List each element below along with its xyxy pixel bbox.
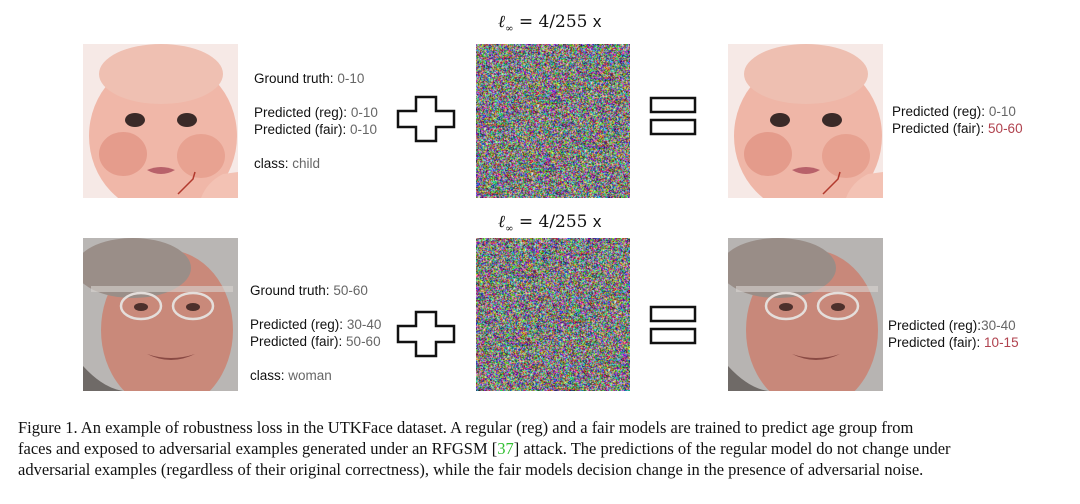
child-face-adversarial-image bbox=[728, 44, 883, 198]
equals-icon bbox=[649, 305, 697, 347]
row2-output-labels: Predicted (reg):30-40 Predicted (fair): … bbox=[888, 318, 1019, 350]
child-face-original-image bbox=[83, 44, 238, 198]
row1-input-labels: Ground truth: 0-10 Predicted (reg): 0-10… bbox=[254, 71, 378, 171]
caption-line-2-pre: faces and exposed to adversarial example… bbox=[18, 439, 498, 458]
citation-link[interactable]: 37 bbox=[497, 439, 514, 458]
epsilon-bound-label: ℓ∞ = 4/255 x bbox=[498, 212, 602, 235]
out-pred-fair-key: Predicted (fair) bbox=[892, 121, 981, 136]
pred-fair-key: Predicted (fair) bbox=[250, 334, 339, 349]
out-pred-reg-value: 30-40 bbox=[981, 318, 1016, 333]
pred-reg-key: Predicted (reg) bbox=[254, 105, 344, 120]
pred-reg-key: Predicted (reg) bbox=[250, 317, 340, 332]
equals-icon bbox=[649, 96, 697, 138]
adversarial-noise-image bbox=[476, 238, 630, 391]
caption-line-3: adversarial examples (regardless of thei… bbox=[18, 460, 924, 479]
woman-face-original-image bbox=[83, 238, 238, 391]
epsilon-bound-label: ℓ∞ = 4/255 x bbox=[498, 12, 602, 35]
epsilon-suffix: x bbox=[592, 212, 602, 231]
ground-truth-key: Ground truth bbox=[250, 283, 326, 298]
out-pred-fair-key: Predicted (fair) bbox=[888, 335, 977, 350]
epsilon-value: 4/255 bbox=[538, 212, 588, 232]
ground-truth-key: Ground truth bbox=[254, 71, 330, 86]
out-pred-reg-key: Predicted (reg) bbox=[888, 318, 978, 333]
pred-fair-value: 50-60 bbox=[346, 334, 381, 349]
epsilon-suffix: x bbox=[592, 12, 602, 31]
plus-icon bbox=[396, 95, 456, 143]
pred-fair-value: 0-10 bbox=[350, 122, 378, 137]
class-value: child bbox=[292, 156, 321, 171]
class-key: class bbox=[250, 368, 281, 383]
epsilon-value: 4/255 bbox=[538, 12, 588, 32]
caption-line-1: Figure 1. An example of robustness loss … bbox=[18, 418, 914, 437]
pred-fair-key: Predicted (fair) bbox=[254, 122, 343, 137]
ground-truth-value: 0-10 bbox=[337, 71, 365, 86]
woman-face-adversarial-image bbox=[728, 238, 883, 391]
caption-line-2-post: ] attack. The predictions of the regular… bbox=[513, 439, 951, 458]
pred-reg-value: 0-10 bbox=[350, 105, 378, 120]
figure-caption: Figure 1. An example of robustness loss … bbox=[18, 417, 1068, 480]
plus-icon bbox=[396, 310, 456, 358]
out-pred-reg-key: Predicted (reg) bbox=[892, 104, 982, 119]
row1-output-labels: Predicted (reg): 0-10 Predicted (fair): … bbox=[892, 104, 1023, 136]
adversarial-noise-image bbox=[476, 44, 630, 198]
out-pred-reg-value: 0-10 bbox=[988, 104, 1016, 119]
class-value: woman bbox=[288, 368, 332, 383]
ground-truth-value: 50-60 bbox=[333, 283, 368, 298]
out-pred-fair-value: 50-60 bbox=[988, 121, 1023, 136]
row2-input-labels: Ground truth: 50-60 Predicted (reg): 30-… bbox=[250, 283, 382, 383]
out-pred-fair-value: 10-15 bbox=[984, 335, 1019, 350]
pred-reg-value: 30-40 bbox=[346, 317, 382, 332]
caption-line-2: faces and exposed to adversarial example… bbox=[18, 438, 1068, 459]
class-key: class bbox=[254, 156, 285, 171]
